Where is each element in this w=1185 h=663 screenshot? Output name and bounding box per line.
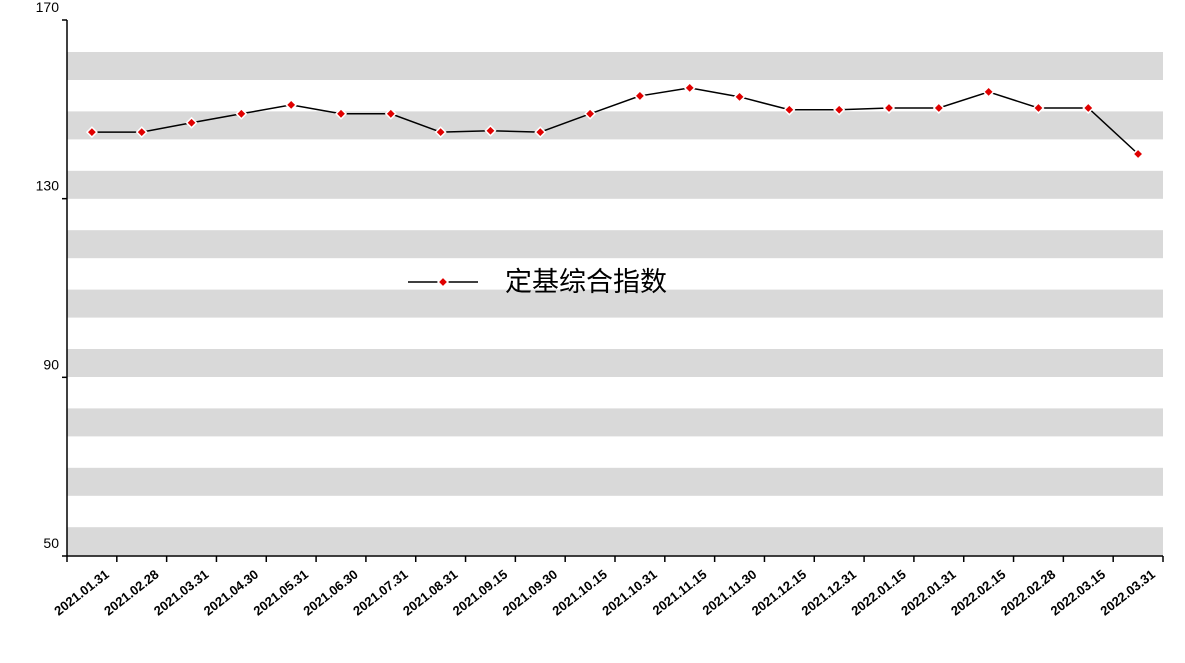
point-marker xyxy=(982,85,995,98)
point-marker xyxy=(334,107,348,120)
point-marker xyxy=(1082,101,1095,115)
point-marker xyxy=(534,126,547,139)
point-marker xyxy=(484,124,497,137)
point-marker xyxy=(384,107,397,120)
point-marker xyxy=(434,126,447,139)
background-stripe xyxy=(67,349,1163,377)
point-marker xyxy=(783,103,796,116)
x-tick-label: 2022.02.15 xyxy=(948,567,1009,619)
point-marker xyxy=(1032,101,1045,115)
x-tick-label: 2021.09.15 xyxy=(450,567,511,619)
point-marker xyxy=(285,98,298,111)
x-tick-label: 2021.07.31 xyxy=(350,567,411,619)
x-tick-label: 2021.08.31 xyxy=(400,567,461,619)
background-stripe xyxy=(67,170,1163,199)
point-marker xyxy=(185,116,198,129)
background-stripe xyxy=(67,527,1163,556)
point-marker xyxy=(882,101,896,115)
x-tick-label: 2021.05.31 xyxy=(251,567,312,619)
y-tick-label: 170 xyxy=(36,0,60,15)
point-marker xyxy=(733,90,746,103)
x-tick-label: 2021.03.31 xyxy=(151,567,212,619)
x-tick-label: 2021.11.15 xyxy=(650,567,710,618)
legend-label: 定基综合指数 xyxy=(505,267,667,297)
background-stripe xyxy=(67,467,1163,496)
point-marker xyxy=(833,103,846,116)
x-tick-label: 2021.10.15 xyxy=(549,567,610,619)
x-tick-label: 2021.12.31 xyxy=(799,567,860,619)
point-marker xyxy=(932,101,945,115)
point-marker xyxy=(584,107,597,120)
background-stripe xyxy=(67,408,1163,437)
point-marker xyxy=(1132,147,1145,161)
x-tick-label: 2022.01.31 xyxy=(898,567,959,619)
background-stripe xyxy=(67,230,1163,259)
point-marker xyxy=(633,89,646,102)
y-tick-label: 90 xyxy=(43,356,59,372)
point-marker xyxy=(85,126,98,139)
background-stripe xyxy=(67,52,1163,80)
x-tick-label: 2021.01.31 xyxy=(51,567,112,619)
x-tick-label: 2022.02.28 xyxy=(998,567,1059,619)
point-marker xyxy=(235,107,248,120)
y-tick-label: 50 xyxy=(43,535,59,551)
background-stripe xyxy=(67,289,1163,318)
x-tick-label: 2022.01.15 xyxy=(848,567,909,619)
x-tick-label: 2021.04.30 xyxy=(201,567,262,619)
x-tick-label: 2021.10.31 xyxy=(599,567,660,619)
series-line xyxy=(91,87,1139,155)
point-marker xyxy=(683,81,696,94)
point-marker xyxy=(135,126,148,139)
x-tick-label: 2021.06.30 xyxy=(300,567,361,619)
y-tick-label: 130 xyxy=(36,178,60,194)
legend-marker xyxy=(436,275,450,289)
x-tick-label: 2022.03.31 xyxy=(1097,567,1158,619)
x-tick-label: 2021.02.28 xyxy=(101,567,162,619)
x-tick-label: 2022.03.15 xyxy=(1048,567,1109,619)
background-stripe xyxy=(67,111,1163,140)
x-tick-label: 2021.12.15 xyxy=(749,567,810,619)
x-tick-label: 2021.09.30 xyxy=(500,567,561,619)
